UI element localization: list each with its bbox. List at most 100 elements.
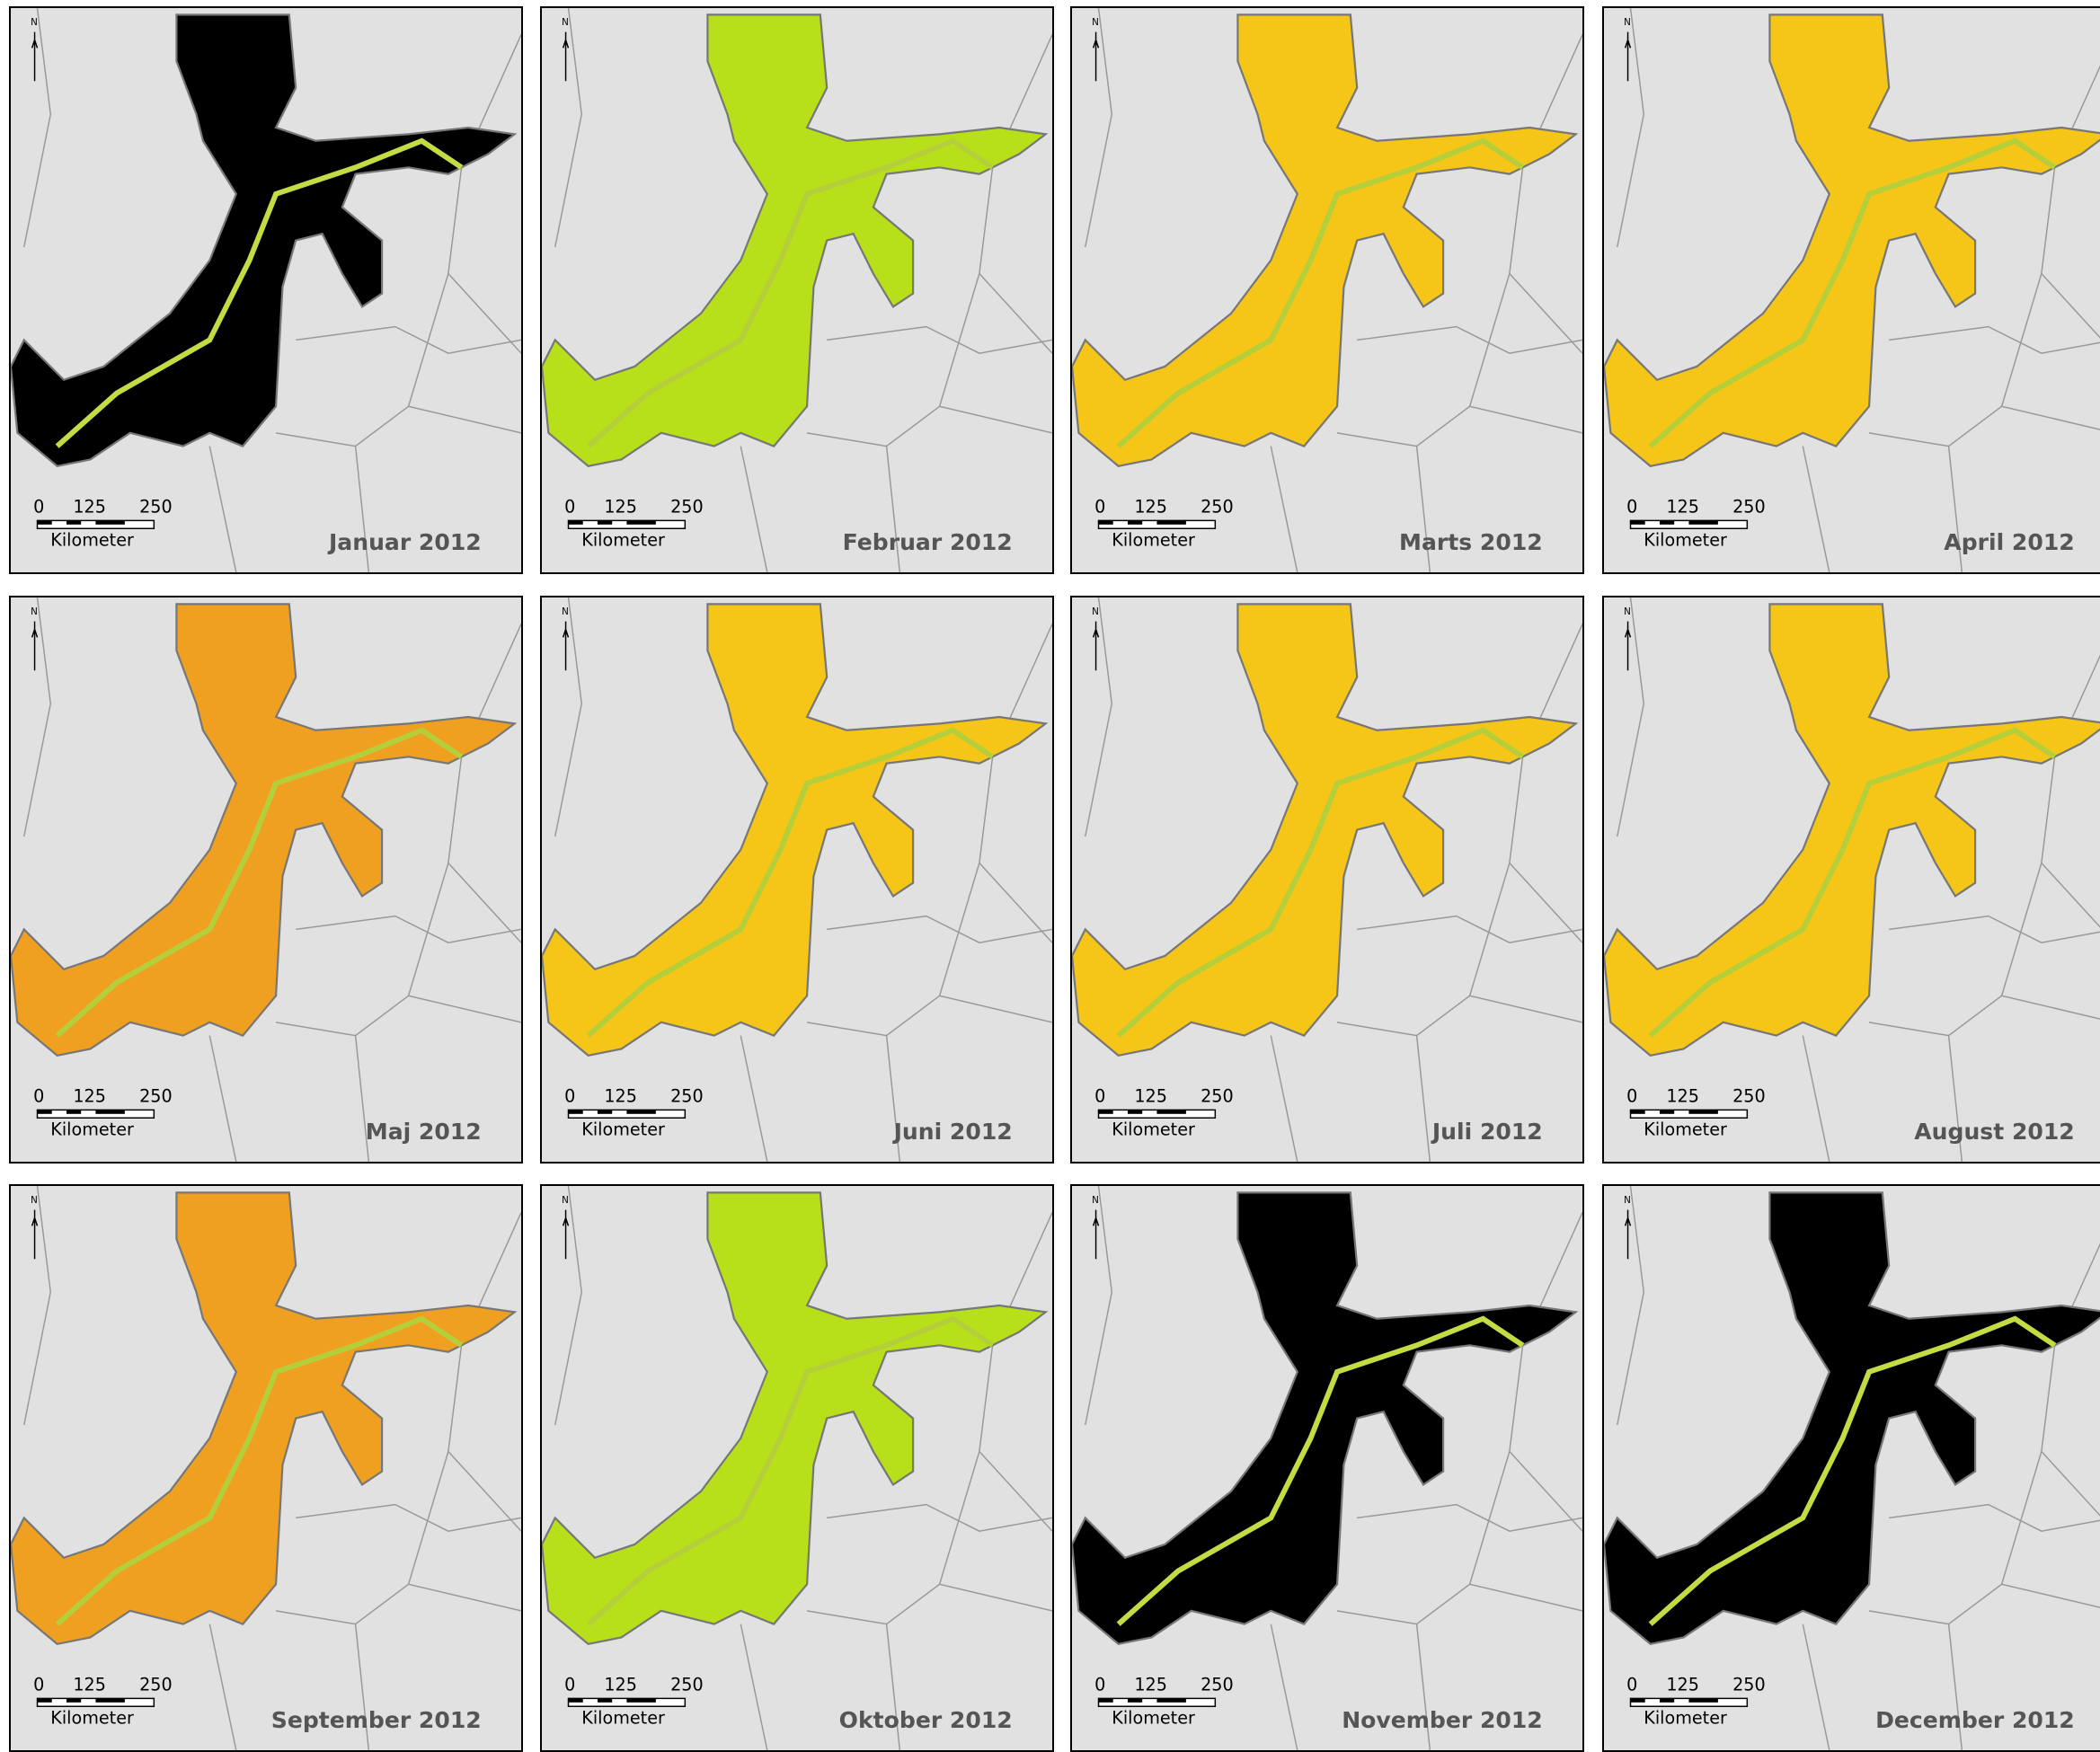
country-border: [1468, 863, 1511, 996]
country-border: [885, 1624, 901, 1750]
map-panel: N 0 125 250 Kilometer Juli 2012: [1070, 596, 1584, 1164]
panel-title: Maj 2012: [366, 1119, 482, 1145]
scale-bar-segment: [597, 520, 613, 525]
scale-unit: Kilometer: [50, 1119, 134, 1139]
country-border: [1947, 1035, 1963, 1162]
country-border: [827, 915, 1052, 943]
scale-tick: 0: [1094, 1674, 1105, 1694]
country-border: [740, 1035, 768, 1162]
country-border: [1889, 325, 2100, 354]
scale-bar: [1097, 1109, 1217, 1119]
scale-unit: Kilometer: [1112, 1119, 1195, 1139]
sea-area: [11, 603, 518, 1057]
map-panel: N 0 125 250 Kilometer August 2012: [1602, 596, 2100, 1164]
country-border: [2000, 1451, 2042, 1585]
route-line: [55, 137, 464, 448]
north-arrow: [1092, 31, 1100, 82]
map-panel: N 0 125 250 Kilometer November 2012: [1070, 1184, 1584, 1752]
country-border: [1357, 1503, 1582, 1532]
country-border: [885, 446, 901, 572]
country-border: [938, 1451, 980, 1585]
country-border: [1868, 995, 2100, 1037]
scale-unit: Kilometer: [50, 529, 134, 550]
country-border: [1868, 405, 2100, 447]
north-arrow: [1624, 621, 1632, 671]
sea-area: [542, 13, 1049, 467]
country-border: [554, 8, 583, 248]
scale-tick: 250: [139, 1674, 173, 1694]
scale-tick: 250: [1732, 1085, 1766, 1106]
scale-tick: 250: [670, 496, 704, 517]
scale-bar-segment: [1098, 520, 1113, 525]
route-line: [586, 727, 995, 1038]
country-border: [1802, 1035, 1830, 1162]
panel-title: September 2012: [271, 1707, 482, 1733]
scale-bar: [567, 519, 687, 529]
country-border: [1509, 1212, 1582, 1532]
scale-tick: 125: [1666, 496, 1699, 517]
route-line: [1648, 137, 2057, 448]
map-panel: N 0 125 250 Kilometer Januar 2012: [9, 6, 523, 574]
north-arrow: [31, 621, 39, 671]
north-label: N: [1624, 1195, 1631, 1206]
country-border: [885, 1035, 901, 1162]
north-label: N: [31, 606, 38, 617]
country-border: [447, 34, 521, 354]
scale-tick: 125: [1666, 1085, 1699, 1106]
sea-area: [1072, 603, 1579, 1057]
scale-tick: 125: [73, 496, 106, 517]
country-border: [1868, 1583, 2100, 1625]
country-border: [407, 273, 449, 407]
scale-tick: 125: [1134, 1085, 1167, 1106]
scale-bar-segment: [37, 520, 52, 525]
country-border: [554, 597, 583, 837]
scale-tick: 125: [1134, 1674, 1167, 1694]
country-border: [275, 405, 521, 447]
map-panel: N 0 125 250 Kilometer April 2012: [1602, 6, 2100, 574]
country-border: [296, 1503, 521, 1532]
country-border: [1085, 8, 1113, 248]
panel-title: November 2012: [1342, 1707, 1543, 1733]
north-label: N: [31, 1195, 38, 1206]
country-border: [1357, 915, 1582, 943]
country-border: [1336, 405, 1582, 447]
country-border: [407, 1451, 449, 1585]
country-border: [447, 624, 521, 943]
scale-tick: 250: [1732, 496, 1766, 517]
scale-unit: Kilometer: [1644, 1119, 1727, 1139]
scale-bar-segment: [37, 1110, 52, 1114]
panel-title: Juli 2012: [1431, 1119, 1543, 1145]
scale-unit: Kilometer: [1112, 1707, 1195, 1728]
country-border: [1617, 597, 1645, 837]
route-line: [1116, 137, 1525, 448]
country-border: [740, 1624, 768, 1750]
scale-bar-segment: [1688, 520, 1718, 525]
north-label: N: [562, 1195, 569, 1206]
scale-tick: 0: [33, 496, 44, 517]
country-border: [23, 1186, 52, 1426]
map-panel: N 0 125 250 Kilometer Juni 2012: [540, 596, 1054, 1164]
country-border: [554, 1186, 583, 1426]
country-border: [296, 915, 521, 943]
route-line: [1648, 1315, 2057, 1626]
country-border: [827, 1503, 1052, 1532]
country-border: [407, 863, 449, 996]
country-border: [1468, 1451, 1511, 1585]
scale-tick: 0: [33, 1085, 44, 1106]
scale-tick: 125: [604, 1085, 637, 1106]
north-arrow: [562, 621, 570, 671]
scale-tick: 0: [1094, 496, 1105, 517]
country-border: [1270, 1624, 1298, 1750]
route-line: [586, 137, 995, 448]
route-line: [1648, 727, 2057, 1038]
scale-tick: 250: [1201, 1085, 1234, 1106]
map-panel: N 0 125 250 Kilometer December 2012: [1602, 1184, 2100, 1752]
scale-bar: [567, 1697, 687, 1707]
scale-tick: 250: [1732, 1674, 1766, 1694]
country-border: [1802, 1624, 1830, 1750]
scale-tick: 0: [33, 1674, 44, 1694]
